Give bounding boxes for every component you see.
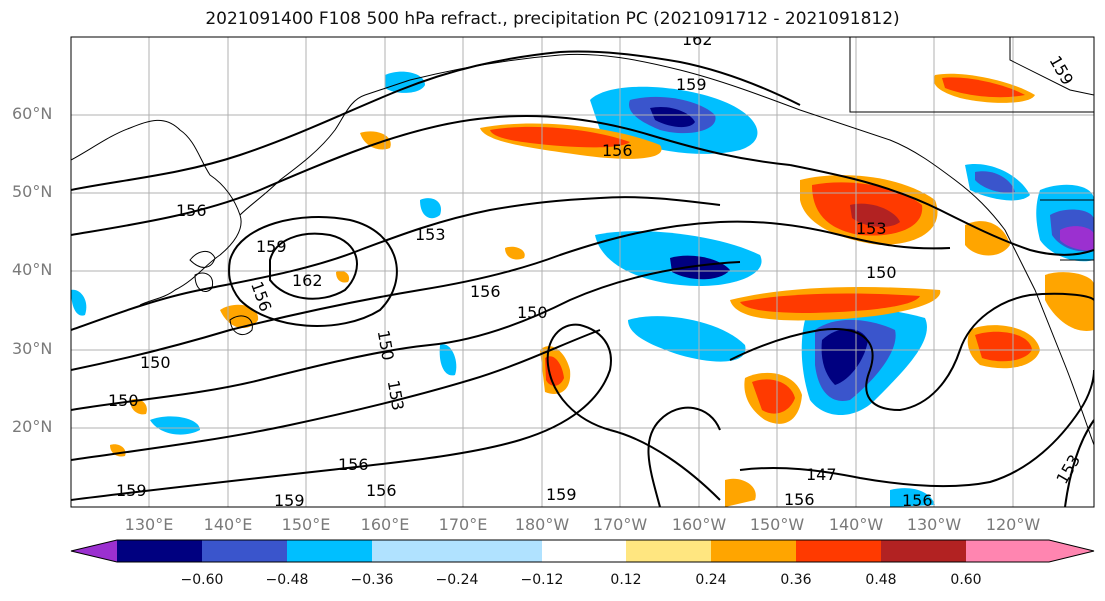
colorbar-segment <box>372 540 457 562</box>
colorbar-segment <box>287 540 372 562</box>
lon-label: 160°E <box>360 515 410 534</box>
contour-label: 156 <box>784 490 815 509</box>
lat-label: 30°N <box>12 339 53 358</box>
colorbar-tick-label: 0.24 <box>695 572 727 588</box>
precip-blob <box>1045 272 1094 331</box>
precip-blob <box>490 126 630 148</box>
lon-label: 150°E <box>281 515 331 534</box>
precip-blob <box>71 289 87 316</box>
lon-label: 170°E <box>438 515 488 534</box>
contour-label: 159 <box>676 75 707 94</box>
lat-label: 60°N <box>12 104 53 123</box>
precip-blob <box>965 221 1010 256</box>
precip-blob <box>130 398 147 415</box>
precip-blob <box>385 71 425 93</box>
contour-label: 162 <box>292 271 323 290</box>
map-frame <box>70 36 1095 508</box>
colorbar-tick-label: 0.48 <box>865 572 897 588</box>
colorbar-segment <box>457 540 542 562</box>
colorbar-tick-label: −0.36 <box>350 572 394 588</box>
colorbar-low-extension <box>71 540 117 562</box>
contour-label: 147 <box>806 465 837 484</box>
colorbar-tick-label: −0.24 <box>435 572 479 588</box>
lon-label: 140°E <box>203 515 253 534</box>
graticule <box>71 37 1094 507</box>
contour-label: 150 <box>866 263 897 282</box>
lon-label: 130°W <box>906 515 962 534</box>
precip-blob <box>545 356 564 386</box>
precip-blob <box>220 304 259 329</box>
contour-labels: 162 159 156 156 159 162 153 156 150 150 … <box>108 30 1084 510</box>
contour-label: 156 <box>602 141 633 160</box>
contour-label: 150 <box>108 391 139 410</box>
colorbar-segment <box>626 540 711 562</box>
precip-blob <box>336 270 350 283</box>
contour-label: 153 <box>856 219 887 238</box>
map-title: 2021091400 F108 500 hPa refract., precip… <box>205 9 900 29</box>
colorbar-tick-label: −0.60 <box>180 572 224 588</box>
colorbar-tick-label: 0.12 <box>610 572 642 588</box>
colorbar-tick-label: 0.60 <box>950 572 982 588</box>
contour-label: 156 <box>338 455 369 474</box>
contour-label: 162 <box>682 30 713 49</box>
contour-label: 159 <box>116 481 147 500</box>
lon-label: 160°W <box>671 515 727 534</box>
colorbar-segment <box>881 540 966 562</box>
precip-blob <box>725 478 756 507</box>
contour-label: 159 <box>274 491 305 510</box>
colorbar <box>70 539 1095 563</box>
precip-blob <box>740 293 920 313</box>
contour-label: 153 <box>415 225 446 244</box>
precip-blob <box>505 246 525 260</box>
colorbar-tick-label: −0.12 <box>520 572 564 588</box>
precip-blob <box>850 203 900 227</box>
colorbar-segment <box>796 540 881 562</box>
colorbar-segment <box>711 540 796 562</box>
precip-blob <box>439 344 457 376</box>
precip-blob <box>752 379 795 414</box>
lon-label: 140°W <box>828 515 884 534</box>
contour-label: 156 <box>902 491 933 510</box>
colorbar-segment <box>542 540 626 562</box>
lat-label: 40°N <box>12 260 53 279</box>
contour-label: 150 <box>517 303 548 322</box>
precip-blob <box>420 198 441 219</box>
precip-blob <box>975 171 1015 193</box>
lon-label: 150°W <box>749 515 805 534</box>
lon-label: 130°E <box>124 515 174 534</box>
lat-label: 50°N <box>12 182 53 201</box>
precip-blob <box>670 255 730 280</box>
contour-label: 159 <box>546 485 577 504</box>
lon-label: 180°W <box>514 515 570 534</box>
lon-label: 120°W <box>985 515 1041 534</box>
lat-label: 20°N <box>12 417 53 436</box>
contour-label: 156 <box>366 481 397 500</box>
precip-blob <box>942 77 1025 98</box>
contour-label: 150 <box>140 353 171 372</box>
precip-blob <box>975 331 1032 362</box>
precip-blob <box>1060 226 1094 251</box>
colorbar-tick-label: −0.48 <box>265 572 309 588</box>
precip-blob <box>890 488 935 507</box>
contour-label: 156 <box>470 282 501 301</box>
precip-blob <box>360 131 391 150</box>
contour-label: 159 <box>256 237 287 256</box>
refractivity-contours <box>71 50 1094 507</box>
colorbar-segment <box>117 540 202 562</box>
contour-label: 156 <box>176 201 207 220</box>
lon-label: 170°W <box>592 515 648 534</box>
colorbar-segment <box>202 540 287 562</box>
colorbar-tick-label: 0.36 <box>780 572 812 588</box>
precip-blob <box>650 106 695 128</box>
precip-blob <box>150 416 200 435</box>
colorbar-high-extension <box>966 540 1094 562</box>
